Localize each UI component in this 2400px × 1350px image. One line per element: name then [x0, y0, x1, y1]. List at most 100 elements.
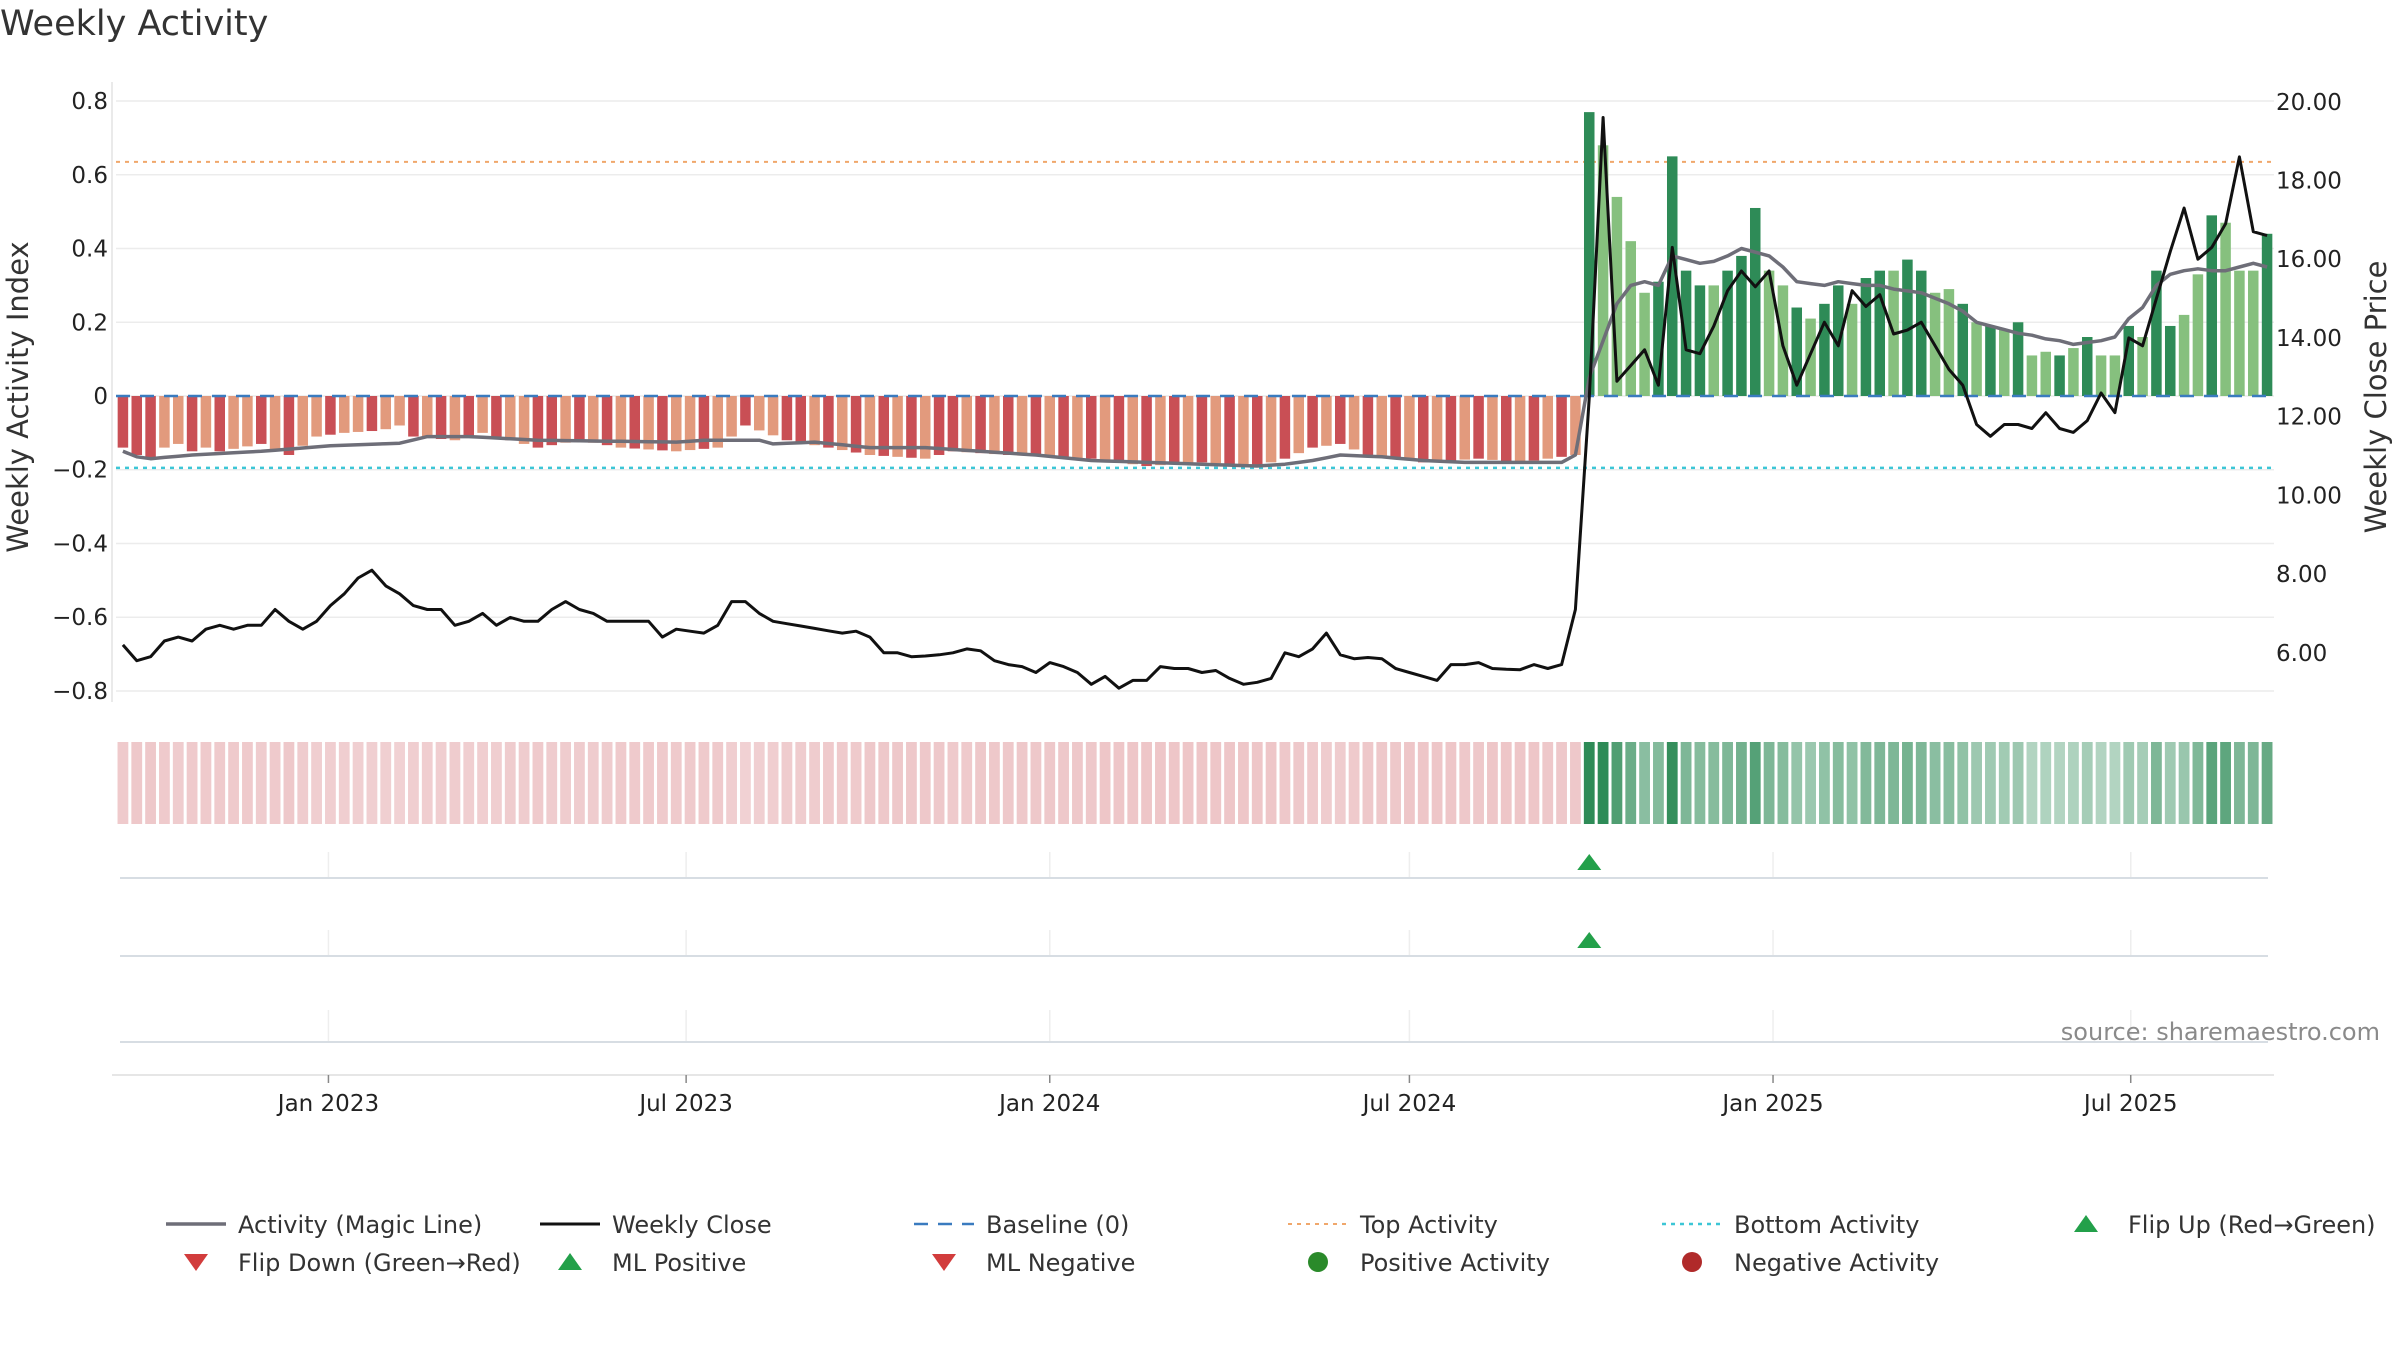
negative-activity-bar [1085, 396, 1097, 459]
strip-cell [1819, 742, 1830, 824]
strip-cell [1929, 742, 1941, 824]
strip-cell [1445, 742, 1457, 824]
legend-label: Flip Down (Green→Red) [238, 1249, 521, 1277]
positive-activity-bar [1985, 325, 1996, 396]
negative-activity-bar [380, 396, 392, 430]
strip-cell [1072, 742, 1083, 824]
strip-cell [2151, 742, 2162, 824]
negative-activity-bar [532, 396, 544, 448]
positive-activity-bar [1736, 255, 1747, 396]
green-triangle-up-icon [2074, 1215, 2098, 1232]
negative-activity-bar [1044, 396, 1056, 457]
strip-cell [574, 742, 585, 824]
strip-cell [1971, 742, 1982, 824]
strip-cell [1915, 742, 1927, 824]
strip-cell [352, 742, 364, 824]
strip-cell [1321, 742, 1332, 824]
negative-activity-bar [1334, 396, 1346, 444]
negative-activity-bar [1321, 396, 1332, 446]
legend-label: Baseline (0) [986, 1211, 1129, 1239]
positive-activity-bar [2137, 337, 2148, 396]
strip-cell [1293, 742, 1305, 824]
legend-label: Weekly Close [612, 1211, 772, 1239]
negative-activity-bar [947, 396, 959, 452]
strip-cell [1736, 742, 1747, 824]
strip-cell [1777, 742, 1789, 824]
negative-activity-bar [1182, 396, 1194, 464]
positive-activity-bar [1819, 303, 1830, 396]
legend-item: ML Positive [558, 1249, 746, 1277]
positive-activity-bar [1583, 112, 1595, 396]
negative-activity-bar [698, 396, 710, 449]
strip-cell [1376, 742, 1388, 824]
weekly-close-series [121, 116, 2268, 690]
strip-cell [698, 742, 710, 824]
strip-cell [1127, 742, 1139, 824]
strip-cell [850, 742, 862, 824]
negative-activity-bar [1155, 396, 1166, 466]
negative-activity-bar [919, 396, 931, 459]
positive-activity-bar [2040, 351, 2052, 396]
left-tick-label: −0.6 [52, 605, 108, 631]
negative-activity-bar [491, 396, 502, 437]
strip-cell [145, 742, 156, 824]
negative-activity-bar [781, 396, 793, 441]
strip-cell [587, 742, 599, 824]
strip-cell [1625, 742, 1637, 824]
negative-activity-bar [574, 396, 585, 441]
strip-cell [131, 742, 143, 824]
negative-activity-bar [311, 396, 322, 437]
negative-activity-bar [836, 396, 848, 451]
strip-cell [2040, 742, 2052, 824]
strip-cell [919, 742, 931, 824]
strip-cell [1224, 742, 1235, 824]
positive-activity-bar [2026, 355, 2038, 396]
positive-activity-bar [1763, 270, 1775, 396]
negative-activity-bar [421, 396, 433, 438]
strip-cell [1639, 742, 1650, 824]
strip-cell [753, 742, 765, 824]
negative-activity-bar [1168, 396, 1180, 465]
strip-cell [1279, 742, 1291, 824]
legend-item: Flip Up (Red→Green) [2074, 1211, 2376, 1239]
positive-activity-bar [1694, 285, 1706, 396]
strip-cell [1860, 742, 1872, 824]
negative-activity-bar [712, 396, 724, 448]
negative-activity-bar [394, 396, 405, 426]
strip-cell [1542, 742, 1554, 824]
strip-cell [1611, 742, 1623, 824]
left-tick-label: −0.8 [52, 679, 108, 705]
negative-activity-bar [518, 396, 530, 444]
negative-activity-bar [283, 396, 295, 455]
strip-cell [670, 742, 682, 824]
legend-item: ML Negative [932, 1249, 1135, 1277]
negative-activity-bar [186, 396, 198, 452]
strip-cell [1514, 742, 1526, 824]
strip-cell [767, 742, 779, 824]
strip-cell [906, 742, 917, 824]
negative-activity-bar [408, 396, 419, 437]
strip-cell [726, 742, 737, 824]
strip-cell [836, 742, 848, 824]
positive-activity-bar [2095, 355, 2107, 396]
series-lines [116, 116, 2274, 690]
positive-activity-bar [1722, 270, 1733, 396]
negative-activity-bar [214, 396, 226, 452]
negative-activity-bar [864, 396, 876, 455]
negative-activity-bar [643, 396, 654, 450]
negative-activity-bar [1141, 396, 1152, 467]
negative-activity-bar [117, 396, 129, 448]
negative-activity-bar [1072, 396, 1083, 459]
negative-activity-bar [878, 396, 890, 456]
strip-cell [214, 742, 226, 824]
strip-cell [408, 742, 419, 824]
strip-cell [1141, 742, 1152, 824]
negative-activity-bar [1238, 396, 1249, 466]
negative-activity-bar [200, 396, 212, 448]
legend-label: Negative Activity [1734, 1249, 1939, 1277]
negative-activity-bar [1113, 396, 1125, 463]
strip-cell [643, 742, 654, 824]
negative-activity-bar [809, 396, 820, 446]
negative-activity-bar [989, 396, 1000, 455]
strip-cell [1182, 742, 1194, 824]
